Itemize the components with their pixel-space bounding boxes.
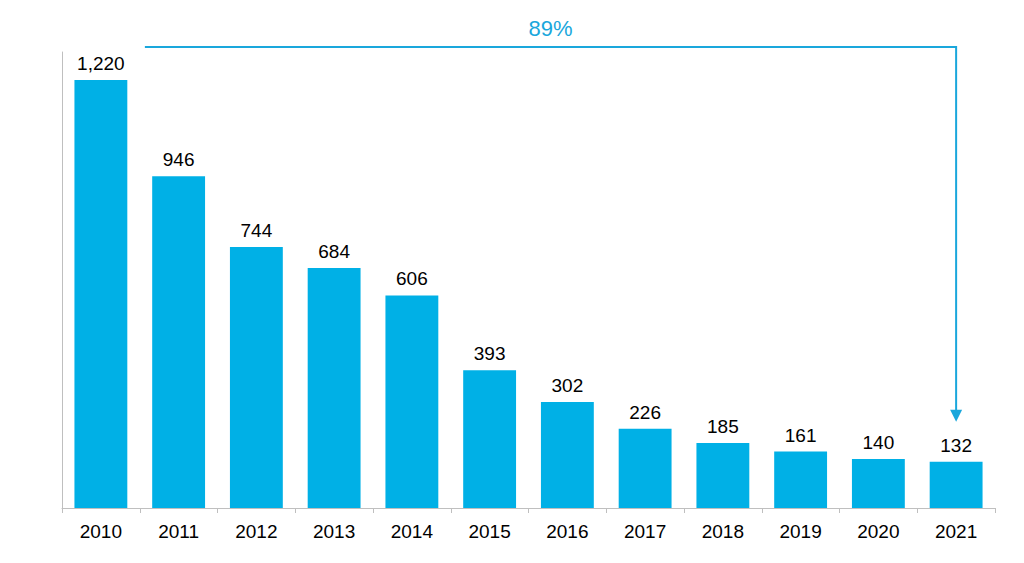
svg-text:2014: 2014 xyxy=(391,521,434,542)
svg-text:2012: 2012 xyxy=(235,521,277,542)
svg-text:2011: 2011 xyxy=(158,521,199,542)
svg-text:2015: 2015 xyxy=(468,521,510,542)
svg-text:161: 161 xyxy=(785,425,817,446)
svg-text:89%: 89% xyxy=(528,16,572,41)
svg-text:946: 946 xyxy=(163,149,195,170)
svg-text:684: 684 xyxy=(318,241,350,262)
svg-text:302: 302 xyxy=(552,375,584,396)
svg-text:2021: 2021 xyxy=(935,521,977,542)
svg-text:140: 140 xyxy=(863,432,895,453)
svg-text:606: 606 xyxy=(396,268,428,289)
svg-text:132: 132 xyxy=(940,435,972,456)
svg-text:2019: 2019 xyxy=(779,521,821,542)
svg-text:1,220: 1,220 xyxy=(77,53,125,74)
svg-text:744: 744 xyxy=(241,220,273,241)
svg-text:2017: 2017 xyxy=(624,521,666,542)
svg-text:185: 185 xyxy=(707,416,739,437)
svg-text:226: 226 xyxy=(629,402,661,423)
svg-text:2010: 2010 xyxy=(80,521,122,542)
svg-text:2016: 2016 xyxy=(546,521,588,542)
svg-text:2020: 2020 xyxy=(857,521,899,542)
svg-text:2013: 2013 xyxy=(313,521,355,542)
svg-text:393: 393 xyxy=(474,343,506,364)
svg-text:2018: 2018 xyxy=(702,521,744,542)
